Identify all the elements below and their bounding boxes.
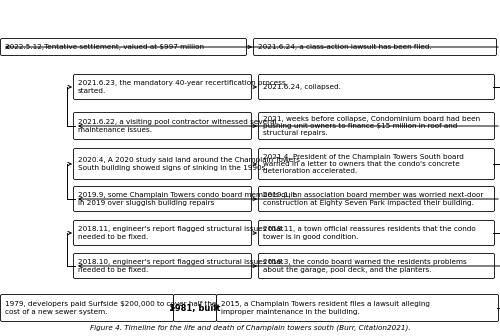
Text: 2021.6.23, the mandatory 40-year recertification process
started.: 2021.6.23, the mandatory 40-year recerti… — [78, 80, 286, 94]
FancyBboxPatch shape — [0, 39, 246, 55]
Text: 2022.5.12,Tentative settlement, valued at $997 million: 2022.5.12,Tentative settlement, valued a… — [5, 44, 204, 50]
Text: 2021.6.24, collapsed.: 2021.6.24, collapsed. — [263, 84, 341, 90]
FancyBboxPatch shape — [258, 149, 494, 179]
Text: 2018.10, engineer's report flagged structural issues that
needed to be fixed.: 2018.10, engineer's report flagged struc… — [78, 259, 284, 272]
FancyBboxPatch shape — [74, 75, 252, 99]
FancyBboxPatch shape — [0, 294, 174, 322]
FancyBboxPatch shape — [74, 186, 252, 211]
Text: 1981, built: 1981, built — [169, 303, 221, 312]
FancyBboxPatch shape — [258, 75, 494, 99]
FancyBboxPatch shape — [74, 149, 252, 179]
FancyBboxPatch shape — [254, 39, 496, 55]
FancyBboxPatch shape — [258, 253, 494, 279]
Text: 2021.6.22, a visiting pool contractor witnessed several
maintenance issues.: 2021.6.22, a visiting pool contractor wi… — [78, 119, 276, 133]
FancyBboxPatch shape — [74, 220, 252, 246]
Text: 2016.3, the condo board warned the residents problems
about the garage, pool dec: 2016.3, the condo board warned the resid… — [263, 259, 467, 272]
Text: 2021.4, President of the Champlain Towers South board
warned in a letter to owne: 2021.4, President of the Champlain Tower… — [263, 154, 464, 174]
Text: Figure 4. Timeline for the life and death of Champlain towers south (Burr, Citat: Figure 4. Timeline for the life and deat… — [90, 324, 410, 331]
Text: 2020.4, A 2020 study said land around the Champlain Towers
South building showed: 2020.4, A 2020 study said land around th… — [78, 157, 300, 171]
Text: 2018.11, engineer's report flagged structural issues that
needed to be fixed.: 2018.11, engineer's report flagged struc… — [78, 226, 284, 240]
FancyBboxPatch shape — [174, 294, 216, 322]
Text: 2015, a Champlain Towers resident files a lawsuit alleging
improper maintenance : 2015, a Champlain Towers resident files … — [221, 301, 430, 314]
Text: 2021, weeks before collapse, Condominium board had been
pushing unit owners to f: 2021, weeks before collapse, Condominium… — [263, 116, 480, 136]
FancyBboxPatch shape — [74, 113, 252, 139]
Text: 2018.11, a town official reassures residents that the condo
tower is in good con: 2018.11, a town official reassures resid… — [263, 226, 476, 240]
FancyBboxPatch shape — [258, 186, 494, 211]
Text: 2019.9, some Champlain Towers condo board members quit
in 2019 over sluggish bui: 2019.9, some Champlain Towers condo boar… — [78, 193, 295, 206]
Text: 2021.6.24, a class-action lawsuit has been filed.: 2021.6.24, a class-action lawsuit has be… — [258, 44, 432, 50]
FancyBboxPatch shape — [74, 253, 252, 279]
Text: 2019.1, an association board member was worried next-door
construction at Eighty: 2019.1, an association board member was … — [263, 193, 484, 206]
FancyBboxPatch shape — [258, 113, 494, 139]
Text: 1979, developers paid Surfside $200,000 to cover half the
cost of a new sewer sy: 1979, developers paid Surfside $200,000 … — [5, 301, 216, 314]
FancyBboxPatch shape — [258, 220, 494, 246]
FancyBboxPatch shape — [216, 294, 498, 322]
